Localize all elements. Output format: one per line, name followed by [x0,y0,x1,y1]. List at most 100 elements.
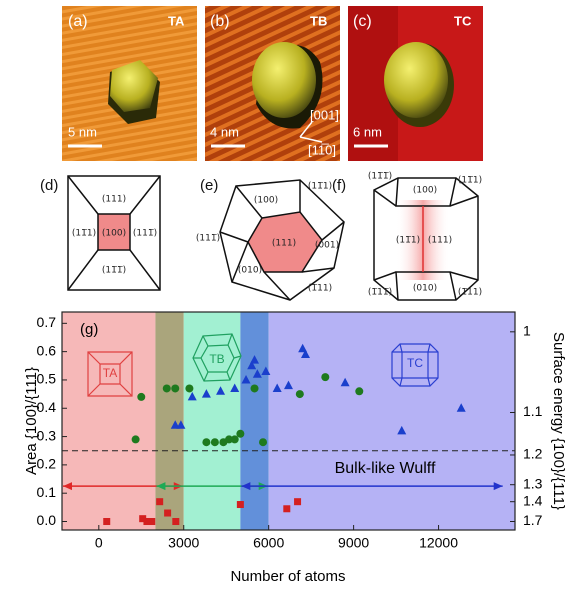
point [162,384,171,393]
point [236,501,244,509]
facet-label: (111) [272,239,296,249]
region [155,312,184,530]
inset-label: TB [209,352,224,366]
diagram-e [219,179,345,301]
region [183,312,241,530]
facet-label: (1̅11̅) [368,288,392,298]
plot-frame [61,311,516,531]
point [298,343,308,353]
point [340,377,350,387]
point [148,518,156,526]
point [247,360,257,370]
panel-label: (c) [353,13,372,30]
y-tick-label: 0.7 [37,314,57,330]
panel-label: (b) [210,13,230,30]
y2-tick-label: 1.3 [523,475,543,491]
shape-inset: TC [391,343,439,387]
point [103,518,111,526]
y2-tick-label: 1.4 [523,492,543,508]
stm-image-c: (c) TC 6 nm [348,6,483,161]
facet-label: (111̅) [196,234,220,244]
diagram-f [373,177,479,301]
y-axis-title: Area {100}/{111} [23,367,40,475]
diagram-d [67,175,161,291]
y-tick-label: 0.2 [37,456,57,472]
point [230,383,240,392]
arrow-head [63,482,72,491]
point [139,515,147,523]
point [456,403,466,412]
facet-label: (1̅11) [308,284,332,294]
point [172,518,180,526]
point [295,390,304,399]
point [201,389,211,398]
image-name: TC [454,13,472,28]
x-tick-label: 6000 [253,535,284,551]
x-tick-label: 9000 [338,535,369,551]
point [137,392,146,401]
inset-label: TA [103,366,117,380]
scale-bar-label: 6 nm [353,124,382,139]
stm-image-a: (a) TA 5 nm [62,6,197,161]
direction-label: [11̅0] [308,142,336,157]
point [284,380,293,390]
y2-tick-label: 1.7 [523,512,543,528]
inset-icon [192,333,242,382]
point [210,438,219,447]
arrow-head [156,482,166,491]
inset-label: TC [407,356,423,370]
arrow-head [493,482,503,491]
point [252,369,262,378]
image-name: TA [168,13,185,28]
point [259,438,268,447]
facet-label: (1̅11) [458,288,482,298]
facet-label: (111) [428,236,452,246]
x-axis-title: Number of atoms [230,568,345,585]
facet-label: (010) [238,266,262,276]
point [272,383,282,392]
facet-label: (111̅) [133,229,157,239]
point [397,425,407,435]
panel-label: (d) [40,177,58,194]
facet-label: (11̅1̅) [102,266,126,276]
shape-inset: TB [192,333,242,382]
point [176,420,186,429]
facet-label: (11̅1) [308,182,332,192]
panel-label: (e) [200,177,218,194]
plot-area: Bulk-like Wulff TA TB TC 0.0 0.1 0.2 0.3 0.4 0.5 0… [37,311,543,551]
y-tick-label: 0.6 [37,342,57,358]
point [241,374,251,384]
point [300,349,310,358]
y2-axis-title: Surface energy {100}/{111} [550,332,567,510]
y-tick-label: 0.4 [37,399,57,415]
point [156,498,164,506]
panel-label: (g) [80,321,98,338]
point [250,355,260,364]
inset-icon [391,343,439,387]
scale-bar-label: 4 nm [210,124,239,139]
direction-label: [001] [310,107,339,122]
x-tick-label: 0 [95,535,103,551]
point [216,386,226,395]
facet-label: (100) [102,229,126,239]
point [321,373,330,382]
x-tick-label: 12000 [419,535,458,551]
point [170,420,180,429]
image-name: TB [310,13,327,28]
x-tick-label: 3000 [168,535,199,551]
y-tick-label: 0.0 [37,512,57,528]
point [185,384,194,393]
point [261,366,271,375]
region [62,312,156,530]
region [268,312,515,530]
arrow-head [241,482,251,491]
point [171,384,180,393]
stm-image-b: (b) TB 4 nm [001] [11̅0] [205,6,340,161]
shape-inset: TA [87,351,133,397]
point [225,435,234,444]
y2-tick-label: 1.1 [523,403,543,419]
point [230,435,239,444]
point [164,509,172,517]
facet-label: (11̅1) [72,229,96,239]
